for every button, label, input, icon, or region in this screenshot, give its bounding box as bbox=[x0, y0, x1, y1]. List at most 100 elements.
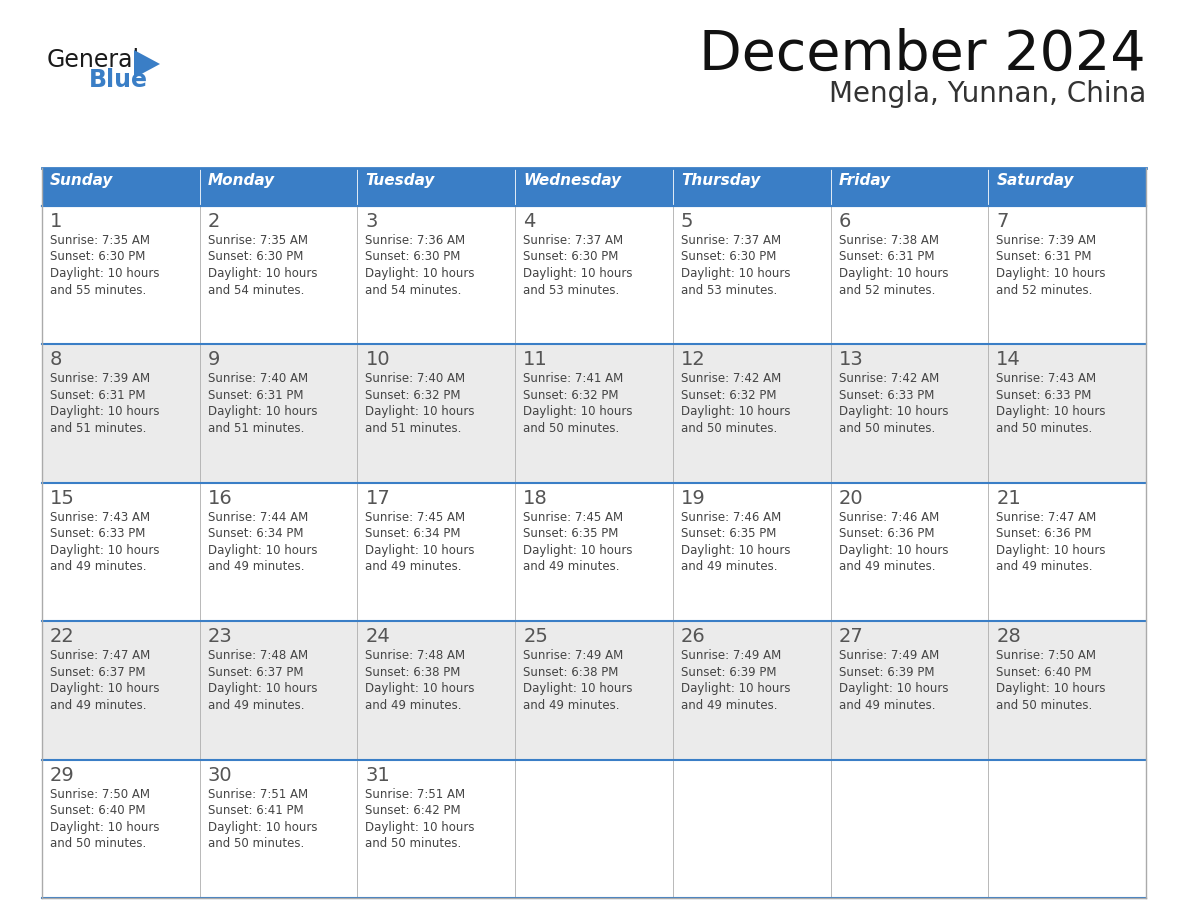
Text: and 50 minutes.: and 50 minutes. bbox=[839, 422, 935, 435]
Text: December 2024: December 2024 bbox=[700, 28, 1146, 82]
Text: and 53 minutes.: and 53 minutes. bbox=[681, 284, 777, 297]
Text: Sunset: 6:40 PM: Sunset: 6:40 PM bbox=[50, 804, 145, 817]
Text: Daylight: 10 hours: Daylight: 10 hours bbox=[50, 543, 159, 557]
Text: and 49 minutes.: and 49 minutes. bbox=[208, 699, 304, 711]
Text: Daylight: 10 hours: Daylight: 10 hours bbox=[839, 406, 948, 419]
Text: 22: 22 bbox=[50, 627, 75, 646]
Bar bbox=[830, 759, 988, 898]
Bar bbox=[988, 344, 1146, 483]
Text: Sunset: 6:31 PM: Sunset: 6:31 PM bbox=[997, 251, 1092, 263]
Polygon shape bbox=[134, 50, 160, 78]
Text: Sunrise: 7:41 AM: Sunrise: 7:41 AM bbox=[523, 373, 624, 386]
Text: 2: 2 bbox=[208, 212, 220, 231]
Bar bbox=[672, 206, 830, 344]
Text: Daylight: 10 hours: Daylight: 10 hours bbox=[366, 406, 475, 419]
Text: Sunset: 6:39 PM: Sunset: 6:39 PM bbox=[681, 666, 776, 678]
Text: Sunrise: 7:39 AM: Sunrise: 7:39 AM bbox=[50, 373, 150, 386]
Text: Daylight: 10 hours: Daylight: 10 hours bbox=[366, 267, 475, 280]
Text: Sunset: 6:35 PM: Sunset: 6:35 PM bbox=[681, 527, 776, 541]
Text: and 49 minutes.: and 49 minutes. bbox=[50, 560, 146, 574]
Text: Sunset: 6:37 PM: Sunset: 6:37 PM bbox=[208, 666, 303, 678]
Text: 30: 30 bbox=[208, 766, 233, 785]
Bar bbox=[200, 759, 358, 898]
Text: and 49 minutes.: and 49 minutes. bbox=[997, 560, 1093, 574]
Text: and 49 minutes.: and 49 minutes. bbox=[839, 560, 935, 574]
Text: Sunrise: 7:51 AM: Sunrise: 7:51 AM bbox=[366, 788, 466, 800]
Text: and 53 minutes.: and 53 minutes. bbox=[523, 284, 619, 297]
Text: Sunset: 6:30 PM: Sunset: 6:30 PM bbox=[366, 251, 461, 263]
Text: Sunrise: 7:49 AM: Sunrise: 7:49 AM bbox=[523, 649, 624, 662]
Text: Daylight: 10 hours: Daylight: 10 hours bbox=[997, 267, 1106, 280]
Text: and 49 minutes.: and 49 minutes. bbox=[208, 560, 304, 574]
Bar bbox=[672, 483, 830, 621]
Text: Friday: Friday bbox=[839, 174, 891, 188]
Bar bbox=[988, 621, 1146, 759]
Text: 12: 12 bbox=[681, 351, 706, 369]
Text: and 49 minutes.: and 49 minutes. bbox=[50, 699, 146, 711]
Bar bbox=[672, 168, 830, 206]
Bar bbox=[672, 344, 830, 483]
Bar bbox=[200, 344, 358, 483]
Text: Daylight: 10 hours: Daylight: 10 hours bbox=[523, 543, 633, 557]
Text: 20: 20 bbox=[839, 488, 864, 508]
Text: and 55 minutes.: and 55 minutes. bbox=[50, 284, 146, 297]
Text: Sunset: 6:42 PM: Sunset: 6:42 PM bbox=[366, 804, 461, 817]
Text: and 50 minutes.: and 50 minutes. bbox=[208, 837, 304, 850]
Text: Daylight: 10 hours: Daylight: 10 hours bbox=[839, 543, 948, 557]
Text: 4: 4 bbox=[523, 212, 536, 231]
Text: Sunrise: 7:49 AM: Sunrise: 7:49 AM bbox=[681, 649, 781, 662]
Bar bbox=[358, 759, 516, 898]
Text: Sunset: 6:36 PM: Sunset: 6:36 PM bbox=[839, 527, 934, 541]
Text: 7: 7 bbox=[997, 212, 1009, 231]
Text: Thursday: Thursday bbox=[681, 174, 760, 188]
Text: Blue: Blue bbox=[89, 68, 148, 92]
Text: and 51 minutes.: and 51 minutes. bbox=[366, 422, 462, 435]
Text: Daylight: 10 hours: Daylight: 10 hours bbox=[681, 543, 790, 557]
Bar bbox=[988, 168, 1146, 206]
Text: and 52 minutes.: and 52 minutes. bbox=[997, 284, 1093, 297]
Text: Sunset: 6:30 PM: Sunset: 6:30 PM bbox=[681, 251, 776, 263]
Bar bbox=[42, 483, 200, 621]
Text: Sunday: Sunday bbox=[50, 174, 113, 188]
Text: Sunset: 6:36 PM: Sunset: 6:36 PM bbox=[997, 527, 1092, 541]
Text: Sunrise: 7:47 AM: Sunrise: 7:47 AM bbox=[50, 649, 150, 662]
Text: Daylight: 10 hours: Daylight: 10 hours bbox=[839, 682, 948, 695]
Text: and 49 minutes.: and 49 minutes. bbox=[681, 560, 777, 574]
Text: Sunset: 6:37 PM: Sunset: 6:37 PM bbox=[50, 666, 145, 678]
Text: Sunrise: 7:48 AM: Sunrise: 7:48 AM bbox=[208, 649, 308, 662]
Text: 18: 18 bbox=[523, 488, 548, 508]
Bar bbox=[988, 759, 1146, 898]
Text: 29: 29 bbox=[50, 766, 75, 785]
Text: and 54 minutes.: and 54 minutes. bbox=[366, 284, 462, 297]
Text: and 49 minutes.: and 49 minutes. bbox=[366, 699, 462, 711]
Bar bbox=[200, 168, 358, 206]
Text: Sunrise: 7:40 AM: Sunrise: 7:40 AM bbox=[366, 373, 466, 386]
Bar bbox=[42, 344, 200, 483]
Bar bbox=[516, 206, 672, 344]
Bar bbox=[516, 621, 672, 759]
Text: Daylight: 10 hours: Daylight: 10 hours bbox=[366, 821, 475, 834]
Text: Sunset: 6:38 PM: Sunset: 6:38 PM bbox=[523, 666, 619, 678]
Text: Daylight: 10 hours: Daylight: 10 hours bbox=[366, 543, 475, 557]
Text: Sunrise: 7:39 AM: Sunrise: 7:39 AM bbox=[997, 234, 1097, 247]
Text: 11: 11 bbox=[523, 351, 548, 369]
Bar bbox=[358, 168, 516, 206]
Text: Sunrise: 7:46 AM: Sunrise: 7:46 AM bbox=[839, 510, 939, 524]
Text: Daylight: 10 hours: Daylight: 10 hours bbox=[208, 682, 317, 695]
Text: Sunset: 6:35 PM: Sunset: 6:35 PM bbox=[523, 527, 619, 541]
Text: 9: 9 bbox=[208, 351, 220, 369]
Text: and 51 minutes.: and 51 minutes. bbox=[50, 422, 146, 435]
Text: and 51 minutes.: and 51 minutes. bbox=[208, 422, 304, 435]
Text: Daylight: 10 hours: Daylight: 10 hours bbox=[208, 406, 317, 419]
Text: Sunset: 6:32 PM: Sunset: 6:32 PM bbox=[366, 389, 461, 402]
Text: Daylight: 10 hours: Daylight: 10 hours bbox=[681, 682, 790, 695]
Text: Sunrise: 7:44 AM: Sunrise: 7:44 AM bbox=[208, 510, 308, 524]
Text: 3: 3 bbox=[366, 212, 378, 231]
Text: Sunrise: 7:42 AM: Sunrise: 7:42 AM bbox=[681, 373, 781, 386]
Text: 26: 26 bbox=[681, 627, 706, 646]
Text: Daylight: 10 hours: Daylight: 10 hours bbox=[208, 543, 317, 557]
Text: Sunrise: 7:47 AM: Sunrise: 7:47 AM bbox=[997, 510, 1097, 524]
Text: Sunrise: 7:49 AM: Sunrise: 7:49 AM bbox=[839, 649, 939, 662]
Text: 24: 24 bbox=[366, 627, 390, 646]
Text: 21: 21 bbox=[997, 488, 1020, 508]
